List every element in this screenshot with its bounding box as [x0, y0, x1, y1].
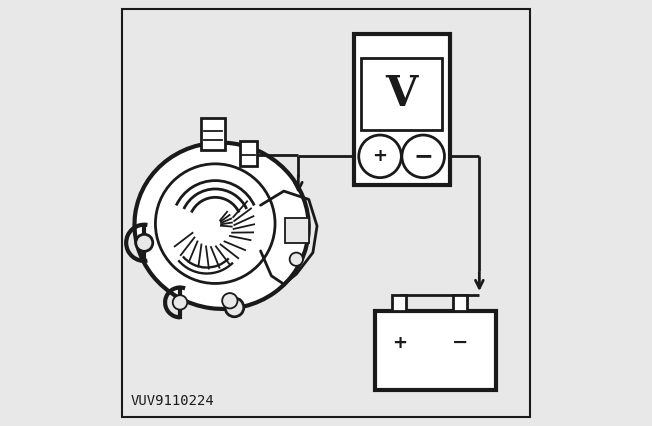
FancyBboxPatch shape	[375, 311, 496, 390]
FancyBboxPatch shape	[393, 295, 406, 311]
Circle shape	[136, 234, 153, 251]
Text: V: V	[385, 73, 418, 115]
FancyBboxPatch shape	[239, 141, 258, 166]
Circle shape	[359, 135, 402, 178]
FancyBboxPatch shape	[361, 58, 442, 130]
Text: +: +	[392, 334, 407, 351]
Circle shape	[173, 295, 187, 310]
Text: VUV9110224: VUV9110224	[131, 394, 215, 408]
Text: −: −	[452, 333, 468, 352]
Circle shape	[402, 135, 445, 178]
Circle shape	[225, 298, 244, 317]
FancyBboxPatch shape	[121, 9, 531, 417]
FancyBboxPatch shape	[453, 295, 467, 311]
Text: −: −	[413, 144, 433, 168]
Text: +: +	[372, 147, 387, 165]
FancyBboxPatch shape	[353, 34, 449, 185]
FancyBboxPatch shape	[201, 118, 226, 150]
FancyBboxPatch shape	[286, 218, 309, 243]
Circle shape	[155, 164, 275, 283]
Ellipse shape	[134, 143, 309, 309]
Circle shape	[222, 293, 237, 308]
Circle shape	[289, 253, 303, 266]
